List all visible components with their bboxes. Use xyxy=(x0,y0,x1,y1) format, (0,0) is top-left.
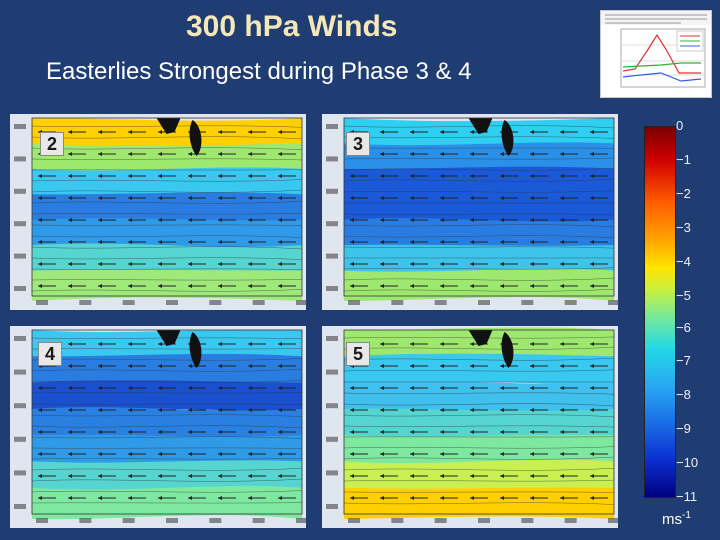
wind-map-5 xyxy=(322,326,618,528)
colorbar-tick: −6 xyxy=(676,320,691,335)
phase-panel-5: 5 xyxy=(322,326,618,528)
colorbar-tick: −8 xyxy=(676,387,691,402)
phase-label: 3 xyxy=(346,132,370,156)
slide-subtitle: Easterlies Strongest during Phase 3 & 4 xyxy=(46,58,472,85)
phase-label: 4 xyxy=(38,342,62,366)
colorbar-unit: ms-1 xyxy=(662,510,691,528)
colorbar-tick: −1 xyxy=(676,152,691,167)
unit-base: ms xyxy=(662,511,682,528)
phase-panel-2: 2 xyxy=(10,114,306,310)
wind-map-2 xyxy=(10,114,306,310)
phase-label: 5 xyxy=(346,342,370,366)
colorbar-tick: −9 xyxy=(676,421,691,436)
colorbar-tick: −2 xyxy=(676,186,691,201)
colorbar-tick: −7 xyxy=(676,353,691,368)
colorbar-tick: −11 xyxy=(676,489,698,504)
colorbar-tick: −5 xyxy=(676,288,691,303)
phase-label: 2 xyxy=(40,132,64,156)
wind-map-3 xyxy=(322,114,618,310)
colorbar-tick: −4 xyxy=(676,254,691,269)
colorbar-tick: −3 xyxy=(676,220,691,235)
colorbar-tick: −10 xyxy=(676,455,699,470)
inset-chart-thumbnail xyxy=(600,10,712,98)
slide-title: 300 hPa Winds xyxy=(186,10,398,43)
phase-panel-4: 4 xyxy=(10,326,306,528)
colorbar xyxy=(644,126,676,498)
phase-panel-3: 3 xyxy=(322,114,618,310)
colorbar-tick: 0 xyxy=(676,118,684,133)
unit-exponent: -1 xyxy=(682,510,691,521)
